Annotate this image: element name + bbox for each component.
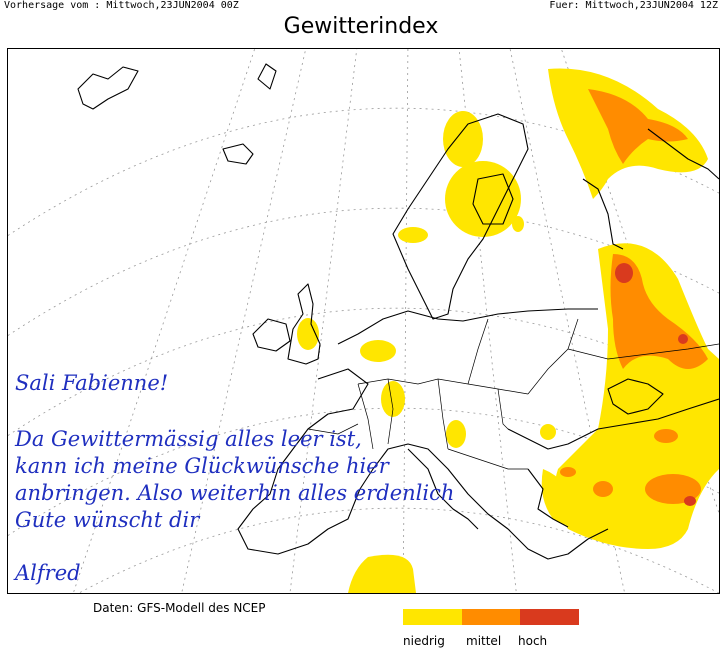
legend-swatch-low (403, 609, 462, 625)
map-title: Gewitterindex (283, 14, 439, 39)
forecast-run-label: Vorhersage vom : Mittwoch,23JUN2004 00Z (4, 0, 239, 11)
forecast-valid-label: Fuer: Mittwoch,23JUN2004 12Z (549, 0, 718, 11)
index-high-areas (615, 263, 696, 506)
legend-label-low: niedrig (403, 634, 445, 648)
message-signature: Alfred (15, 561, 81, 585)
message-line-3: anbringen. Also weiterhin alles erdenlic… (15, 481, 455, 505)
legend-swatch-high (520, 609, 579, 625)
legend-label-high: hoch (518, 634, 548, 648)
message-line-4: Gute wünscht dir (15, 508, 200, 532)
message-greeting: Sali Fabienne! (15, 371, 169, 395)
thunderstorm-index-map (7, 48, 720, 594)
map-canvas (8, 49, 719, 593)
legend-label-medium: mittel (466, 634, 502, 648)
coastlines (77, 63, 719, 560)
data-source-note: Daten: GFS-Modell des NCEP (93, 601, 266, 615)
legend-swatch-medium (462, 609, 521, 625)
index-low-areas (297, 68, 719, 593)
index-medium-areas (560, 89, 708, 504)
message-line-1: Da Gewittermässig alles leer ist, (15, 427, 362, 451)
message-line-2: kann ich meine Glückwünsche hier (15, 454, 389, 478)
country-borders (307, 318, 719, 470)
